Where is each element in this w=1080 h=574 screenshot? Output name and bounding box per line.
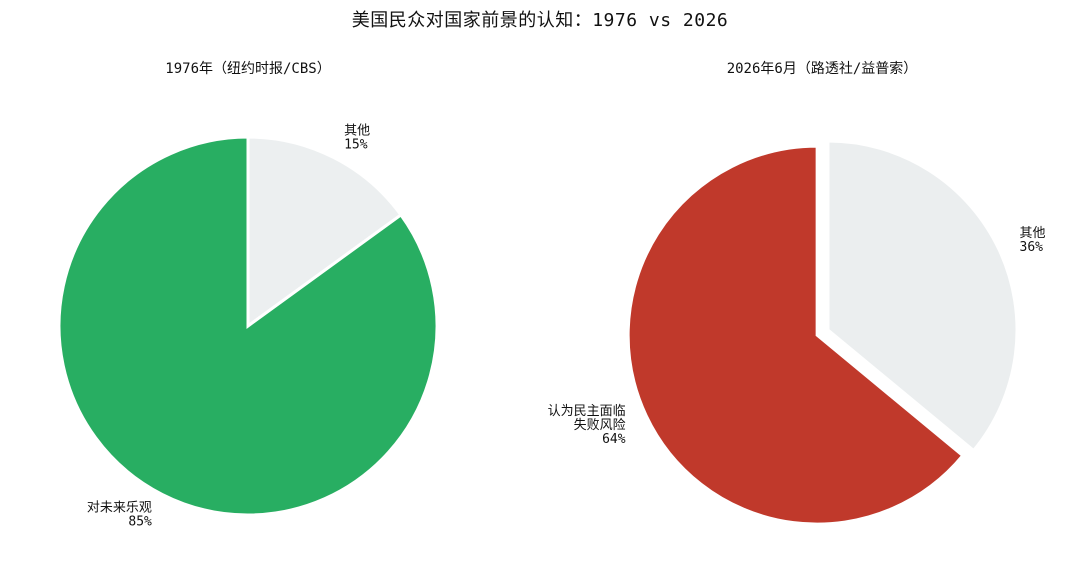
- pie-slice-percent: 15%: [344, 137, 368, 152]
- pie-slice: [626, 144, 965, 526]
- pie-slice-percent: 36%: [1020, 240, 1044, 255]
- pie-slice: [57, 135, 439, 517]
- left-pie-title: 1976年（纽约时报/CBS）: [165, 61, 331, 77]
- right-pie-title: 2026年6月（路透社/益普索）: [726, 61, 918, 77]
- pie-slice: [826, 139, 1019, 453]
- pie-slice-percent: 64%: [602, 432, 626, 447]
- pie-slice-name: 认为民主面临: [548, 404, 626, 419]
- pie-slice: [246, 135, 403, 329]
- pie-slice-name: 其他: [344, 123, 370, 138]
- pie-slice-name: 其他: [1020, 226, 1046, 241]
- pie-slice-name: 对未来乐观: [87, 501, 152, 516]
- pie-slice-percent: 85%: [128, 515, 152, 530]
- chart-title: 美国民众对国家前景的认知：1976 vs 2026: [351, 10, 729, 31]
- pie-slice-name: 失败风险: [574, 418, 626, 433]
